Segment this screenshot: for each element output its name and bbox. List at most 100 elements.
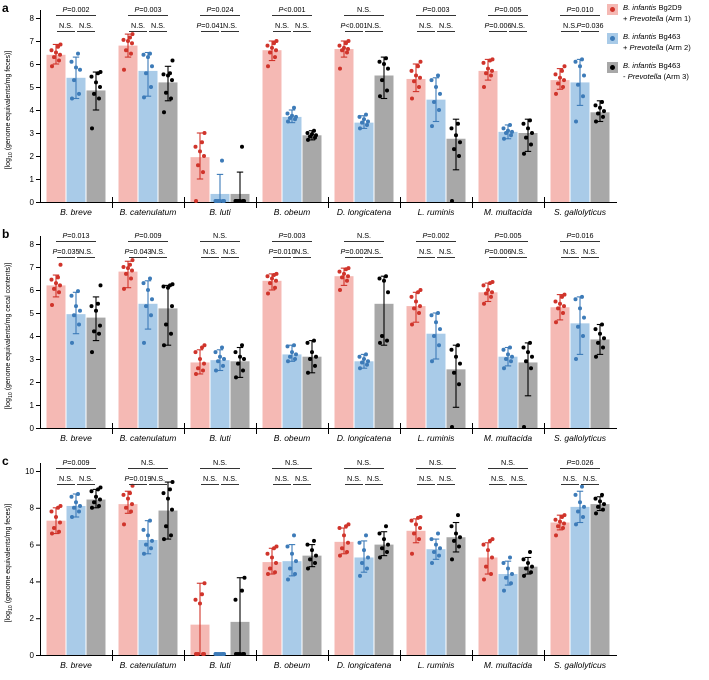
data-point bbox=[521, 557, 526, 562]
data-point bbox=[305, 340, 310, 345]
data-point bbox=[360, 120, 364, 125]
panel-a-chart: a 0 1 2 3 4 5 6 7 8 [log10 (genome equivalents/mg … bbox=[2, 1, 617, 217]
data-point bbox=[273, 55, 277, 60]
data-point bbox=[582, 73, 586, 78]
data-point bbox=[556, 524, 560, 529]
data-point bbox=[509, 133, 513, 138]
data-point bbox=[482, 577, 486, 582]
sig-label: P<0.001 bbox=[279, 5, 306, 14]
data-point bbox=[504, 575, 508, 580]
data-point bbox=[220, 652, 224, 656]
data-point bbox=[57, 529, 61, 534]
data-point bbox=[501, 347, 506, 352]
data-point bbox=[360, 561, 364, 565]
bar-b-catenulatum-arm2 bbox=[138, 303, 158, 428]
sig-label: N.S. bbox=[203, 474, 217, 483]
data-point bbox=[484, 71, 488, 76]
data-point bbox=[56, 275, 60, 280]
data-point bbox=[170, 304, 174, 309]
bar-d-longicatena-arm2 bbox=[354, 122, 374, 202]
data-point bbox=[170, 507, 174, 512]
data-point bbox=[338, 288, 342, 292]
sig-label: N.S. bbox=[563, 247, 577, 256]
bar-b-obeum-arm3 bbox=[302, 135, 322, 202]
data-point bbox=[306, 137, 310, 142]
bar-s-gallolyticus-arm1 bbox=[550, 307, 570, 428]
y-tick-label: 3 bbox=[30, 355, 35, 364]
data-point bbox=[121, 265, 126, 269]
data-point bbox=[312, 338, 316, 343]
data-point bbox=[506, 128, 510, 133]
data-point bbox=[377, 59, 382, 64]
data-point bbox=[198, 357, 202, 361]
data-point bbox=[285, 111, 290, 116]
data-point bbox=[70, 96, 74, 101]
data-point bbox=[578, 500, 582, 505]
data-point bbox=[238, 199, 242, 203]
data-point bbox=[128, 262, 132, 267]
data-point bbox=[510, 354, 514, 359]
data-point bbox=[286, 119, 290, 124]
data-point bbox=[521, 345, 526, 350]
data-point bbox=[602, 336, 606, 341]
data-point bbox=[450, 199, 454, 203]
data-point bbox=[314, 354, 318, 359]
sig-label: N.S. bbox=[419, 247, 433, 256]
panel-letter-a: a bbox=[2, 1, 9, 15]
data-point bbox=[124, 48, 128, 53]
data-point bbox=[148, 51, 152, 56]
data-point bbox=[198, 149, 202, 154]
data-point bbox=[380, 334, 384, 338]
data-point bbox=[596, 111, 600, 116]
data-point bbox=[306, 370, 310, 375]
data-point bbox=[310, 350, 314, 355]
data-point bbox=[600, 492, 604, 497]
data-point bbox=[168, 71, 172, 76]
data-point bbox=[429, 78, 434, 83]
bar-b-breve-arm2 bbox=[66, 77, 86, 202]
data-point bbox=[97, 96, 101, 101]
data-point bbox=[74, 500, 78, 505]
data-point bbox=[418, 526, 422, 531]
data-point bbox=[509, 581, 513, 586]
data-point bbox=[438, 546, 442, 551]
bar-b-luti-arm1 bbox=[190, 362, 210, 428]
data-point bbox=[240, 588, 244, 593]
sig-label: N.S. bbox=[79, 474, 93, 483]
data-point bbox=[242, 199, 246, 203]
y-tick-label: 0 bbox=[30, 424, 35, 433]
data-point bbox=[573, 59, 578, 64]
data-point bbox=[490, 555, 494, 560]
y-tick-label: 4 bbox=[30, 106, 35, 115]
data-point bbox=[149, 313, 153, 318]
sig-label: P=0.013 bbox=[63, 231, 90, 240]
bar-b-obeum-arm2 bbox=[282, 561, 302, 655]
data-point bbox=[266, 572, 270, 577]
bar-b-obeum-arm2 bbox=[282, 354, 302, 428]
data-point bbox=[129, 509, 133, 514]
sig-label: N.S. bbox=[419, 21, 433, 30]
data-point bbox=[161, 491, 166, 496]
bar-b-breve-arm2 bbox=[66, 505, 86, 655]
data-point bbox=[432, 334, 436, 338]
data-point bbox=[98, 497, 102, 502]
y-tick-label: 6 bbox=[30, 286, 35, 295]
y-tick-label: 8 bbox=[30, 504, 35, 513]
bar-b-obeum-arm1 bbox=[262, 280, 282, 428]
data-point bbox=[593, 327, 598, 332]
data-point bbox=[222, 357, 226, 361]
bar-b-breve-arm1 bbox=[46, 285, 66, 428]
category-label: B. catenulatum bbox=[120, 433, 177, 443]
bar-b-breve-arm1 bbox=[46, 54, 66, 202]
data-point bbox=[121, 492, 126, 497]
data-point bbox=[233, 199, 238, 203]
data-point bbox=[366, 555, 370, 560]
data-point bbox=[234, 375, 238, 380]
data-point bbox=[170, 480, 175, 485]
data-point bbox=[529, 570, 533, 575]
data-point bbox=[506, 566, 510, 571]
data-point bbox=[561, 311, 565, 315]
bar-b-catenulatum-arm1 bbox=[118, 45, 138, 202]
data-point bbox=[456, 343, 460, 348]
data-point bbox=[306, 566, 310, 571]
